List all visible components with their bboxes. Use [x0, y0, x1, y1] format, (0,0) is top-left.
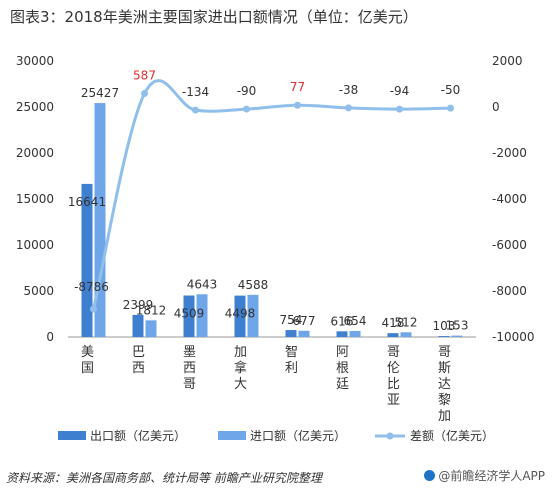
y-left-tick-label: 30000 — [16, 54, 54, 68]
import-bar — [451, 335, 463, 337]
x-category-label: 阿根廷 — [336, 345, 349, 392]
export-value-label: 16641 — [68, 195, 106, 209]
difference-point — [294, 101, 301, 109]
x-category-label: 哥斯达黎加 — [438, 345, 451, 424]
difference-point — [243, 105, 250, 113]
export-value-label: 754 — [280, 313, 303, 327]
export-bar — [438, 336, 450, 337]
difference-series-line — [92, 79, 451, 310]
difference-value-label: 77 — [290, 80, 305, 94]
import-bar — [400, 332, 412, 337]
difference-value-label: -134 — [182, 85, 209, 99]
import-bar — [247, 294, 259, 337]
import-bar — [298, 330, 310, 337]
legend-swatch-import — [218, 431, 246, 440]
difference-point — [192, 106, 199, 114]
difference-point — [141, 89, 148, 97]
difference-value-label: -50 — [441, 83, 461, 97]
export-bar — [336, 331, 348, 337]
export-value-label: 418 — [382, 316, 405, 330]
import-value-label: 1812 — [136, 303, 167, 317]
x-category-label: 墨西哥 — [183, 345, 196, 392]
source-note: 资料来源：美洲各国商务部、统计局等 前瞻产业研究院整理 — [6, 471, 322, 485]
x-category-label: 美国 — [81, 345, 94, 376]
export-value-label: 2399 — [123, 298, 154, 312]
import-value-label: 677 — [293, 314, 316, 328]
y-right-tick-label: -6000 — [492, 238, 527, 252]
brand-credit: @前瞻经济学人APP — [424, 467, 545, 484]
import-bar — [94, 103, 106, 338]
y-left-tick-label: 5000 — [23, 284, 54, 298]
y-right-tick-label: -10000 — [492, 330, 535, 344]
difference-value-label: -8786 — [74, 280, 109, 294]
export-bar — [132, 314, 144, 337]
legend-label-difference: 差额（亿美元） — [410, 428, 494, 443]
difference-point — [447, 104, 454, 112]
y-right-tick-label: -8000 — [492, 284, 527, 298]
export-bar — [183, 295, 195, 337]
import-value-label: 4643 — [187, 277, 218, 291]
x-category-label: 智利 — [285, 345, 298, 376]
legend-label-export: 出口额（亿美元） — [90, 428, 186, 443]
chart-title: 图表3：2018年美洲主要国家进出口额情况（单位：亿美元） — [10, 8, 418, 26]
import-bar — [145, 320, 157, 337]
import-bar — [196, 294, 208, 337]
x-category-label: 巴西 — [132, 345, 145, 376]
y-right-tick-label: -4000 — [492, 192, 527, 206]
y-left-tick-label: 25000 — [16, 100, 54, 114]
brand-text: @前瞻经济学人APP — [438, 469, 545, 483]
x-category-label: 哥伦比亚 — [387, 345, 400, 408]
difference-point — [396, 105, 403, 113]
y-left-tick-label: 15000 — [16, 192, 54, 206]
difference-value-label: -90 — [237, 84, 257, 98]
y-left-tick-label: 20000 — [16, 146, 54, 160]
export-bar — [81, 183, 93, 337]
x-category-label: 加拿大 — [234, 345, 247, 392]
import-value-label: 512 — [395, 315, 418, 329]
export-bar — [387, 333, 399, 337]
legend-label-import: 进口额（亿美元） — [250, 428, 346, 443]
legend-marker-difference — [386, 432, 394, 440]
export-value-label: 616 — [331, 314, 354, 328]
export-value-label: 4509 — [174, 307, 205, 321]
difference-point — [345, 104, 352, 112]
export-bar — [234, 295, 246, 337]
brand-logo-icon — [424, 470, 436, 481]
export-bar — [285, 330, 297, 337]
difference-point — [90, 305, 97, 313]
import-bar — [349, 330, 361, 337]
difference-value-label: -94 — [390, 84, 410, 98]
import-value-label: 4588 — [238, 278, 269, 292]
difference-value-label: 587 — [133, 68, 156, 82]
y-right-tick-label: 2000 — [492, 54, 523, 68]
import-value-label: 654 — [344, 314, 367, 328]
import-value-label: 25427 — [81, 86, 119, 100]
y-right-tick-label: -2000 — [492, 146, 527, 160]
y-left-tick-label: 10000 — [16, 238, 54, 252]
y-right-tick-label: 0 — [492, 100, 500, 114]
export-value-label: 4498 — [225, 307, 256, 321]
import-value-label: 153 — [446, 319, 469, 333]
y-left-tick-label: 0 — [46, 330, 54, 344]
legend-swatch-export — [58, 431, 86, 440]
difference-value-label: -38 — [339, 83, 359, 97]
export-value-label: 103 — [433, 319, 456, 333]
